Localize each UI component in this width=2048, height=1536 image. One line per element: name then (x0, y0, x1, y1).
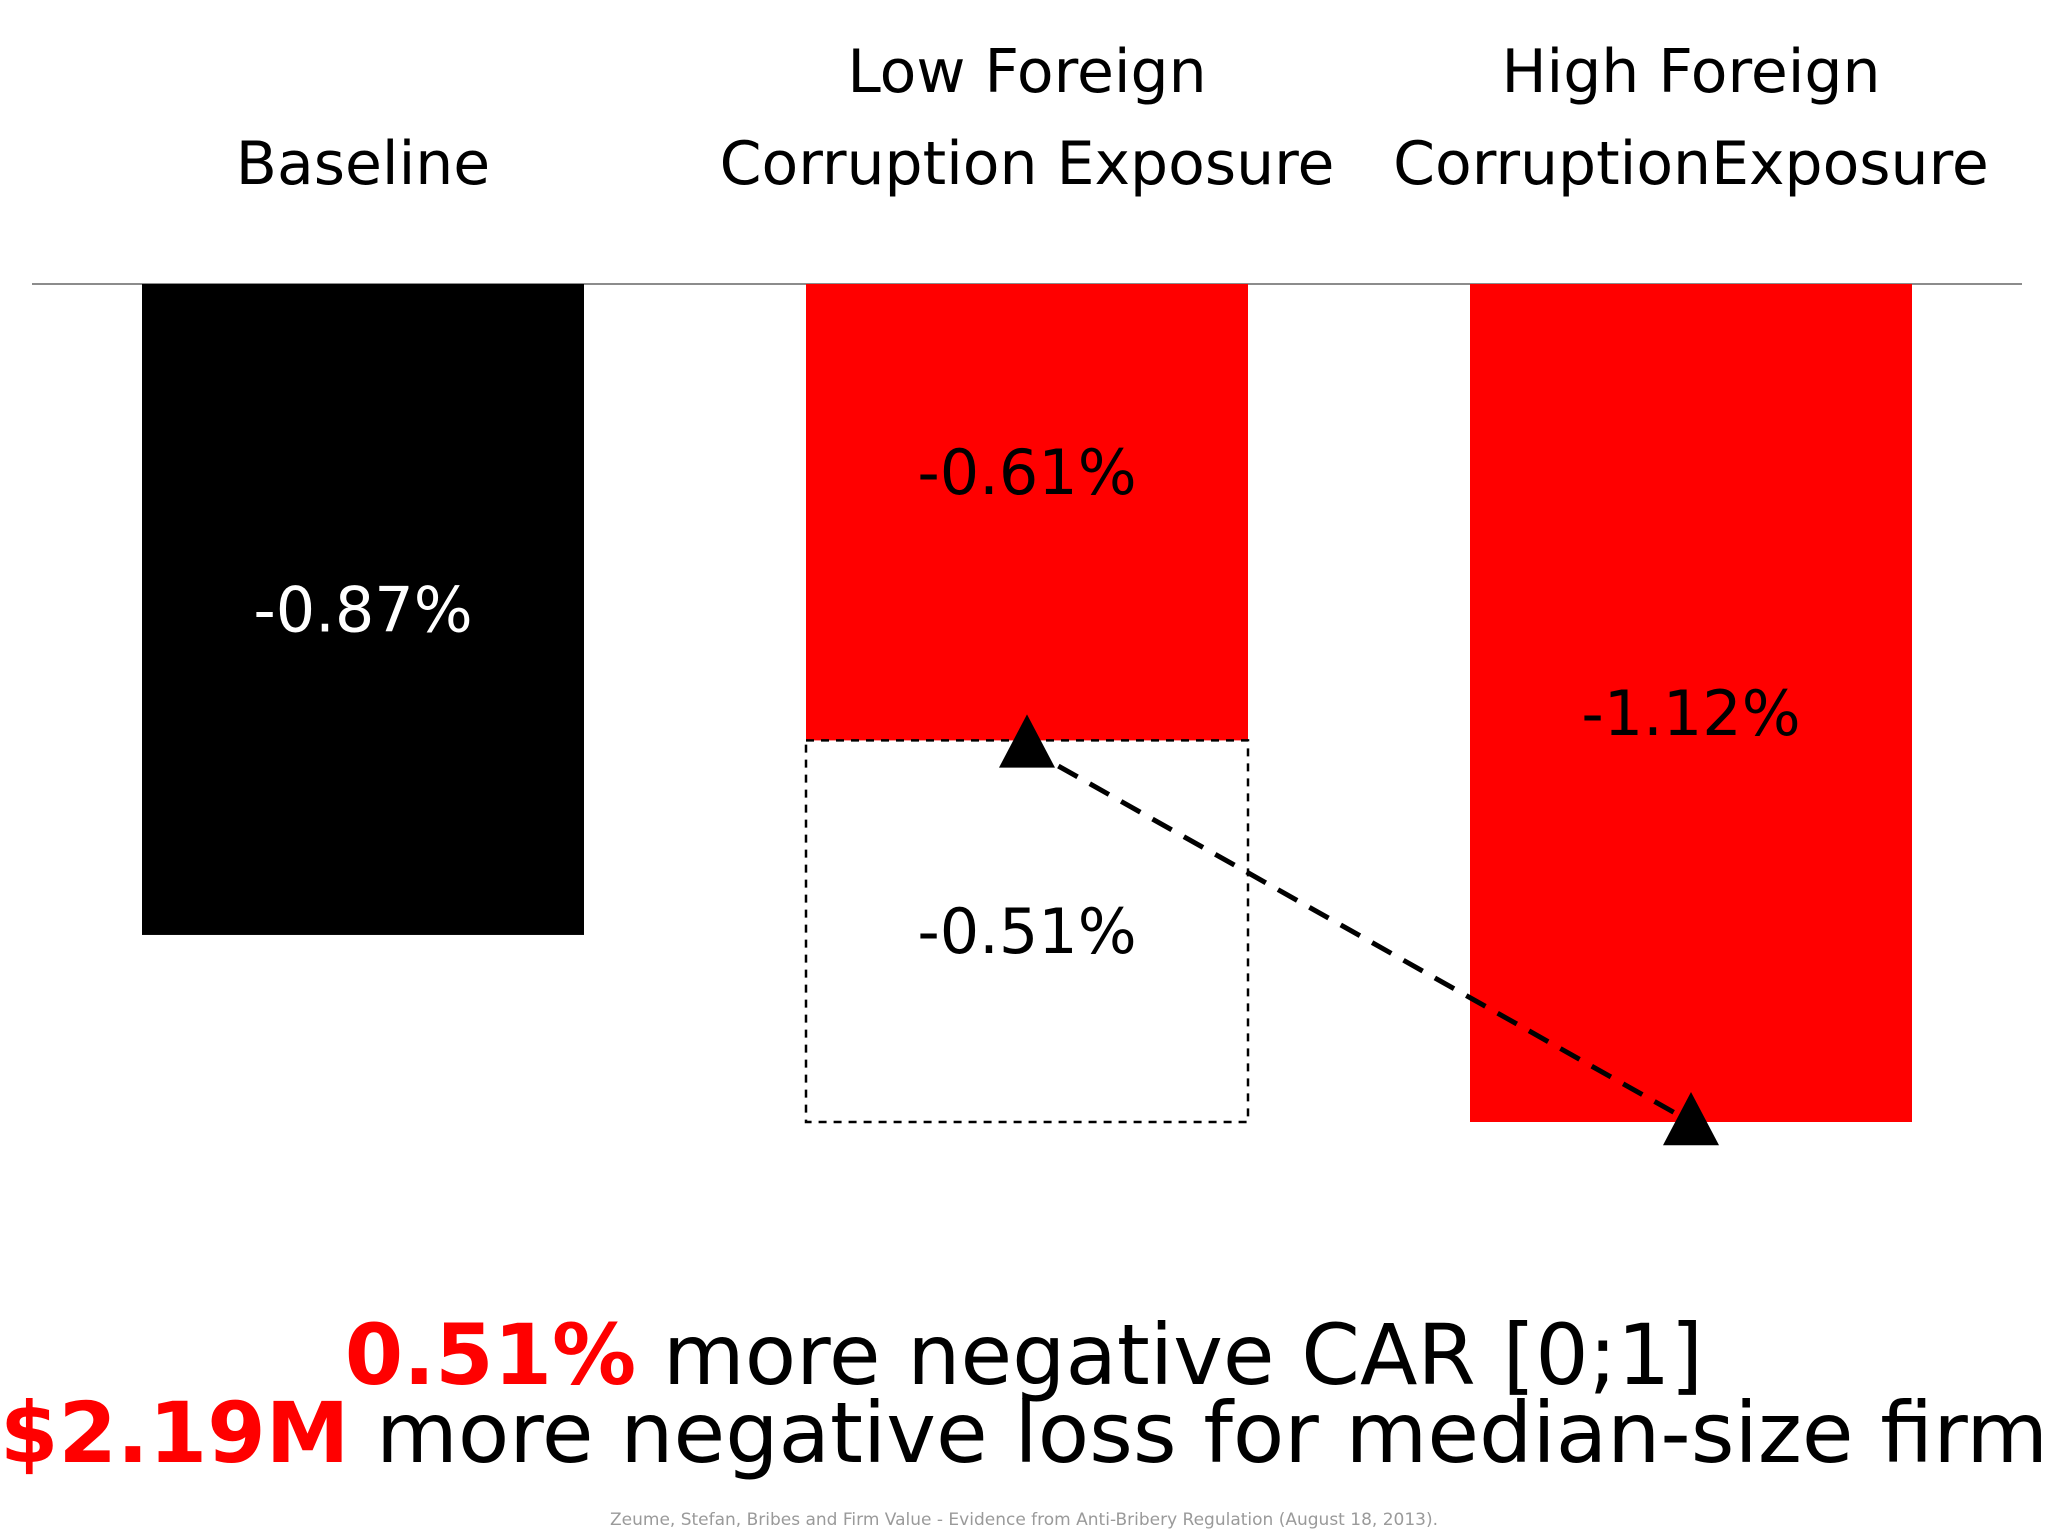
caption-highlight-car: 0.51% (344, 1306, 637, 1404)
value-label-0: -0.87% (253, 573, 472, 646)
caption-highlight-loss: $2.19M (0, 1384, 350, 1482)
category-label-2-0: High Foreign (1501, 37, 1880, 107)
bar-2 (1470, 284, 1912, 1122)
bar-1 (806, 284, 1248, 741)
bars (142, 284, 1912, 1122)
caption-text-car: more negative CAR [0;1] (636, 1306, 1704, 1404)
value-labels: -0.87% -0.61% -1.12% (253, 436, 1800, 750)
category-label-1-0: Low Foreign (847, 37, 1206, 107)
bar-0 (142, 284, 584, 935)
caption-line-2: $2.19M more negative loss for median-siz… (0, 1391, 2048, 1475)
difference-arrow-line (1025, 746, 1693, 1125)
arrow-start-triangle (999, 714, 1055, 768)
difference-box (804, 739, 1250, 1124)
category-label-1-1: Corruption Exposure (720, 129, 1335, 199)
arrow-end-triangle (1663, 1092, 1719, 1146)
caption-text-loss: more negative loss for median-size firm (349, 1384, 2048, 1482)
category-label-0-0: Baseline (236, 129, 490, 199)
difference-label: -0.51% (917, 895, 1136, 968)
bar-chart: Baseline Low Foreign Corruption Exposure Hi… (32, 37, 2022, 1146)
category-labels: Baseline Low Foreign Corruption Exposure Hi… (236, 37, 1989, 199)
category-label-2-1: CorruptionExposure (1393, 129, 1989, 199)
source-citation: Zeume, Stefan, Bribes and Firm Value - E… (610, 1510, 1438, 1530)
value-label-1: -0.61% (917, 436, 1136, 509)
value-label-2: -1.12% (1581, 677, 1800, 750)
caption-line-1: 0.51% more negative CAR [0;1] (0, 1313, 2048, 1397)
difference-annotation: -0.51% (804, 714, 1719, 1146)
